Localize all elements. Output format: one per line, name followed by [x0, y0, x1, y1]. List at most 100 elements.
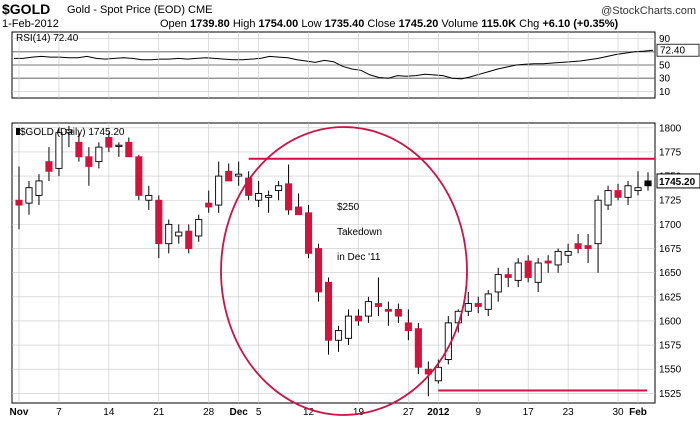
- candle: [544, 255, 552, 273]
- x-axis-label: 17: [523, 407, 535, 418]
- candle-body: [265, 194, 273, 198]
- candle-body: [245, 177, 253, 196]
- candle: [604, 185, 612, 210]
- candle-body: [15, 199, 23, 206]
- candle: [45, 147, 53, 181]
- open-value: 1739.80: [189, 18, 230, 30]
- chg-label: Chg: [519, 18, 540, 30]
- high-label: High: [232, 18, 256, 30]
- exchange-label: CME: [188, 4, 213, 16]
- candle: [344, 309, 353, 346]
- candle-body: [105, 137, 113, 148]
- price-tick-label: 1775: [659, 147, 682, 158]
- candle: [304, 205, 313, 259]
- candle-body: [55, 132, 63, 169]
- candle-body: [175, 231, 183, 237]
- candle: [314, 243, 323, 302]
- candle: [165, 219, 173, 254]
- candle: [115, 142, 123, 157]
- candle-body: [314, 248, 323, 293]
- candle: [474, 296, 482, 314]
- candle-body: [524, 260, 532, 278]
- candle: [175, 224, 183, 244]
- x-axis-label: Feb: [629, 407, 647, 418]
- candle-body: [125, 141, 133, 158]
- candle: [614, 183, 622, 201]
- candle: [25, 180, 33, 215]
- candle-body: [195, 219, 203, 237]
- rsi-line: [14, 49, 654, 80]
- candle-body: [584, 245, 592, 249]
- quote-date: 1-Feb-2012: [2, 18, 59, 30]
- candle: [644, 172, 652, 191]
- x-axis-label: 2012: [427, 407, 450, 418]
- low-label: Low: [301, 18, 322, 30]
- candle-body: [374, 303, 382, 307]
- price-tick-label: 1725: [659, 196, 682, 207]
- price-panel: 1525155015751600162516501675170017251750…: [10, 122, 700, 418]
- candle-body: [614, 190, 622, 198]
- candle-body: [165, 223, 173, 245]
- candle-body: [544, 260, 552, 264]
- candle-body: [95, 146, 103, 163]
- candle-body: [504, 274, 512, 278]
- candle-body: [514, 262, 522, 281]
- x-axis-label: 21: [153, 407, 165, 418]
- candle-body: [414, 328, 422, 368]
- candle-body: [364, 301, 372, 317]
- last-price-label: 1745.20: [659, 177, 696, 188]
- candle: [105, 132, 113, 152]
- candle-body: [135, 156, 143, 196]
- candle: [624, 180, 632, 206]
- candle: [245, 171, 253, 201]
- candle: [514, 258, 522, 288]
- candle-body: [574, 243, 582, 249]
- candle: [125, 137, 133, 158]
- price-tick-label: 1700: [659, 220, 682, 231]
- high-value: 1754.00: [258, 18, 299, 30]
- candle-body: [145, 194, 153, 201]
- candle: [554, 248, 562, 273]
- candle-body: [225, 170, 233, 182]
- candle-body: [644, 180, 652, 187]
- candle-body: [65, 129, 73, 134]
- candle-body: [474, 303, 482, 307]
- candle-body: [484, 293, 492, 310]
- candle-body: [35, 180, 43, 196]
- candle: [285, 164, 293, 215]
- candle: [75, 132, 83, 162]
- price-tick-label: 1800: [659, 123, 682, 134]
- candle: [205, 190, 213, 213]
- legend-candle-icon: [16, 128, 20, 135]
- rsi-value-box: [656, 43, 700, 57]
- candle-body: [604, 190, 612, 206]
- candle: [524, 255, 532, 283]
- candle: [275, 180, 283, 201]
- candle: [574, 234, 582, 254]
- x-axis-label: 14: [103, 407, 115, 418]
- candle: [564, 243, 572, 263]
- candle-body: [494, 274, 502, 293]
- candle: [444, 316, 452, 365]
- chg-value: +6.10 (+0.35%): [542, 18, 619, 30]
- candle: [494, 267, 502, 302]
- price-tick-label: 1675: [659, 244, 682, 255]
- candle-body: [295, 206, 303, 216]
- rsi-tick-label: 30: [659, 74, 671, 85]
- chart-symbol: $GOLD: [2, 1, 51, 17]
- x-axis-label: Nov: [10, 407, 29, 418]
- candle: [225, 163, 233, 182]
- candle-body: [534, 262, 542, 283]
- price-tick-label: 1525: [659, 389, 682, 400]
- rsi-tick-label: 90: [659, 34, 671, 45]
- annotation-text: in Dec '11: [337, 252, 381, 263]
- price-tick-label: 1625: [659, 292, 682, 303]
- candle: [584, 234, 592, 263]
- candle: [215, 161, 223, 213]
- candle: [15, 166, 23, 230]
- candle: [185, 224, 193, 254]
- description-text: Gold - Spot Price (EOD): [67, 4, 185, 16]
- candle-body: [85, 156, 93, 167]
